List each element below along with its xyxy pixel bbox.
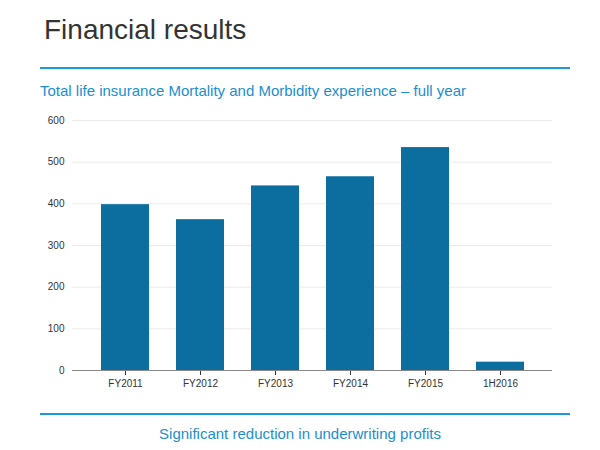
svg-text:FY2014: FY2014: [333, 378, 368, 389]
svg-text:0: 0: [59, 365, 65, 376]
svg-text:200: 200: [48, 281, 65, 292]
svg-text:FY2012: FY2012: [183, 378, 218, 389]
svg-text:1H2016: 1H2016: [483, 378, 518, 389]
svg-text:100: 100: [48, 323, 65, 334]
svg-text:600: 600: [48, 115, 65, 126]
html-text:Financial results: Financial results: [44, 14, 247, 45]
svg-text:400: 400: [48, 198, 65, 209]
svg-text:500: 500: [48, 156, 65, 167]
svg-text:300: 300: [48, 240, 65, 251]
svg-text:FY2011: FY2011: [108, 378, 143, 389]
html-text:Total life insurance Mortality: Total life insurance Mortality and Morbi…: [40, 82, 466, 99]
svg-text:FY2015: FY2015: [408, 378, 443, 389]
html-text:Significant reduction in under: Significant reduction in underwriting pr…: [159, 425, 441, 442]
svg-text:FY2013: FY2013: [258, 378, 293, 389]
